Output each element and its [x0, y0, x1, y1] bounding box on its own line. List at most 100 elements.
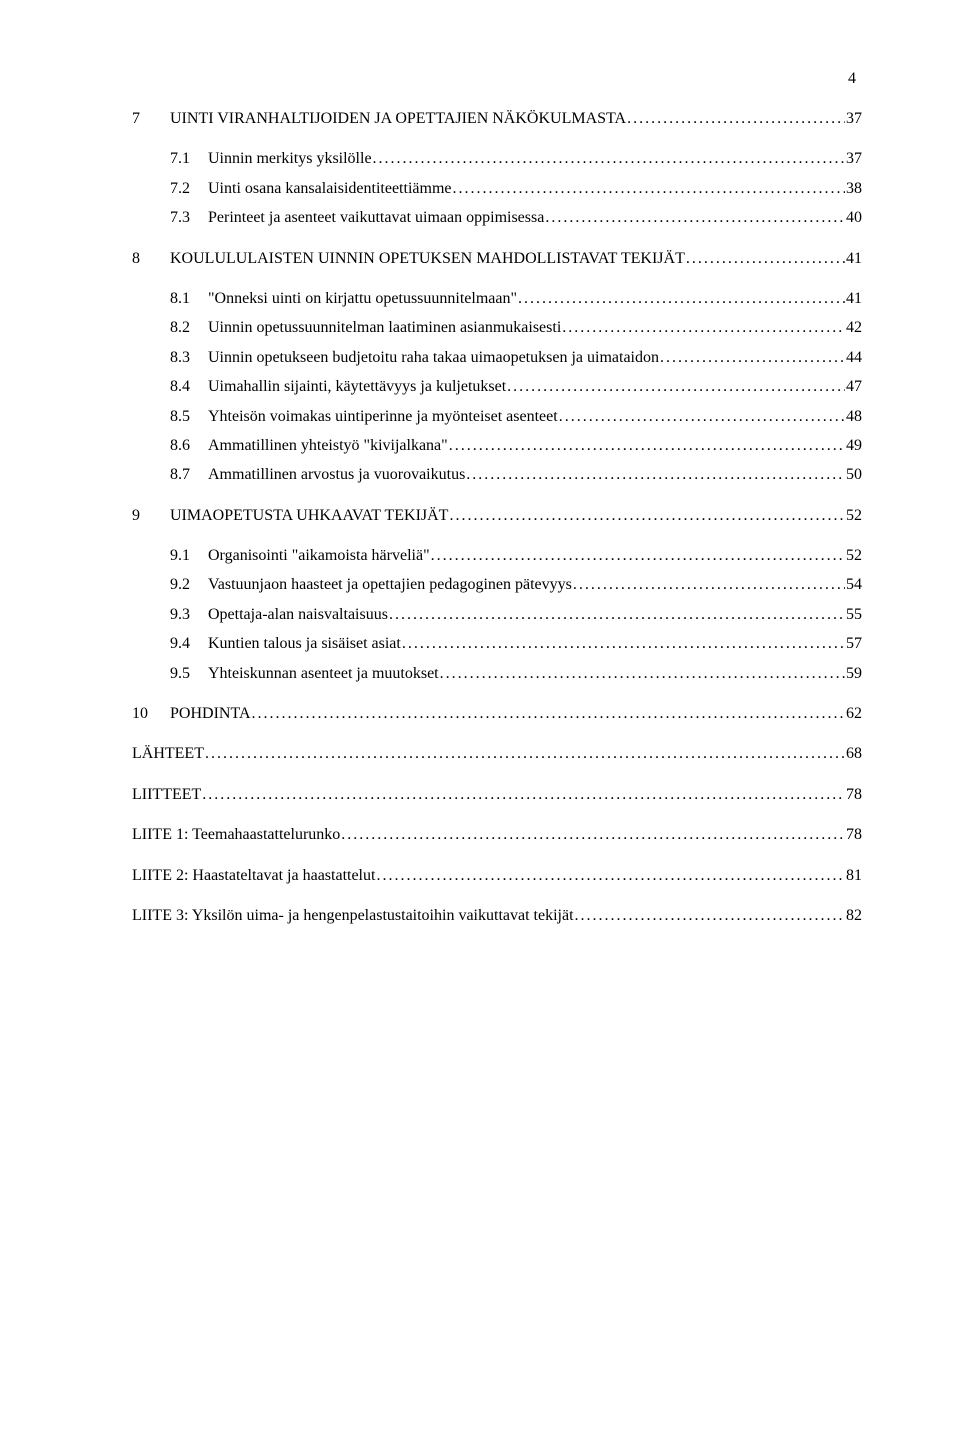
toc-section-title: Ammatillinen yhteistyö "kivijalkana"	[208, 437, 448, 455]
toc-chapter-title: POHDINTA	[170, 705, 251, 723]
toc-entry: 9.5Yhteiskunnan asenteet ja muutokset 59	[132, 665, 862, 683]
toc-page-ref: 50	[846, 466, 862, 484]
toc-page-ref: 82	[846, 907, 862, 925]
toc-entry: 7.2Uinti osana kansalaisidentiteettiämme…	[132, 180, 862, 198]
toc-leader-dots	[686, 250, 845, 268]
toc-leader-dots	[466, 466, 845, 484]
toc-entry: LIITTEET 78	[132, 786, 862, 804]
toc-entry: 9.2Vastuunjaon haasteet ja opettajien pe…	[132, 576, 862, 594]
toc-section-number: 8.4	[170, 378, 208, 396]
toc-entry: 10POHDINTA62	[132, 705, 862, 723]
toc-leader-dots	[575, 907, 845, 925]
toc-chapter-title: UINTI VIRANHALTIJOIDEN JA OPETTAJIEN NÄK…	[170, 110, 626, 128]
toc-section-title: Vastuunjaon haasteet ja opettajien pedag…	[208, 576, 572, 594]
toc-section-number: 7.2	[170, 180, 208, 198]
toc-section-title: "Onneksi uinti on kirjattu opetussuunnit…	[208, 290, 517, 308]
toc-section-title: Yhteisön voimakas uintiperinne ja myönte…	[208, 408, 558, 426]
page-number: 4	[848, 70, 856, 88]
toc-entry: LIITE 1: Teemahaastattelurunko78	[132, 826, 862, 844]
toc-page-ref: 55	[846, 606, 862, 624]
toc-page-ref: 37	[846, 110, 862, 128]
toc-leader-dots	[389, 606, 845, 624]
toc-section-number: 8.7	[170, 466, 208, 484]
toc-page-ref: 54	[846, 576, 862, 594]
toc-page-ref: 52	[846, 507, 862, 525]
toc-section-number: 8.1	[170, 290, 208, 308]
toc-section-title: Uinti osana kansalaisidentiteettiämme	[208, 180, 451, 198]
toc-entry: 9.4Kuntien talous ja sisäiset asiat57	[132, 635, 862, 653]
toc-leader-dots	[518, 290, 845, 308]
toc-section-number: 8.5	[170, 408, 208, 426]
toc-leader-dots	[205, 745, 845, 763]
toc-leader-dots	[507, 378, 845, 396]
toc-entry: 7.3Perinteet ja asenteet vaikuttavat uim…	[132, 209, 862, 227]
toc-entry: 8.5Yhteisön voimakas uintiperinne ja myö…	[132, 408, 862, 426]
toc-page-ref: 59	[846, 665, 862, 683]
toc-leader-dots	[545, 209, 845, 227]
toc-leader-dots	[202, 786, 845, 804]
toc-page-ref: 41	[846, 290, 862, 308]
toc-section-title: Opettaja-alan naisvaltaisuus	[208, 606, 388, 624]
toc-page-ref: 38	[846, 180, 862, 198]
toc-page-ref: 81	[846, 867, 862, 885]
toc-section-number: 7.1	[170, 150, 208, 168]
toc-leader-dots	[431, 547, 845, 565]
toc-page-ref: 40	[846, 209, 862, 227]
toc-entry: 8.6Ammatillinen yhteistyö "kivijalkana"4…	[132, 437, 862, 455]
toc-entry: 8.2Uinnin opetussuunnitelman laatiminen …	[132, 319, 862, 337]
toc-leader-dots	[252, 705, 846, 723]
toc-section-number: 7.3	[170, 209, 208, 227]
toc-entry: 8KOULULULAISTEN UINNIN OPETUKSEN MAHDOLL…	[132, 250, 862, 268]
toc-leader-dots	[449, 437, 845, 455]
toc-leader-dots	[452, 180, 845, 198]
toc-entry: 8.7Ammatillinen arvostus ja vuorovaikutu…	[132, 466, 862, 484]
toc-entry: LÄHTEET68	[132, 745, 862, 763]
toc-leader-dots	[341, 826, 845, 844]
toc-section-number: 9.3	[170, 606, 208, 624]
toc-section-title: Ammatillinen arvostus ja vuorovaikutus	[208, 466, 465, 484]
toc-chapter-number: 7	[132, 110, 170, 128]
toc-leader-dots	[449, 507, 845, 525]
toc-section-title: Perinteet ja asenteet vaikuttavat uimaan…	[208, 209, 544, 227]
toc-page-ref: 47	[846, 378, 862, 396]
toc-section-number: 9.2	[170, 576, 208, 594]
toc-section-number: 8.3	[170, 349, 208, 367]
toc-entry: 9.3Opettaja-alan naisvaltaisuus 55	[132, 606, 862, 624]
toc-entry: 9UIMAOPETUSTA UHKAAVAT TEKIJÄT52	[132, 507, 862, 525]
toc-heading-title: LIITTEET	[132, 786, 201, 804]
toc-entry: 9.1Organisointi "aikamoista härveliä"52	[132, 547, 862, 565]
toc-section-title: Yhteiskunnan asenteet ja muutokset	[208, 665, 439, 683]
toc-leader-dots	[573, 576, 845, 594]
toc-section-number: 8.6	[170, 437, 208, 455]
toc-leader-dots	[562, 319, 845, 337]
toc-entry: 7.1Uinnin merkitys yksilölle 37	[132, 150, 862, 168]
toc-heading-title: LIITE 2: Haastateltavat ja haastattelut	[132, 867, 375, 885]
toc-page-ref: 78	[846, 826, 862, 844]
toc-page-ref: 68	[846, 745, 862, 763]
toc-page-ref: 41	[846, 250, 862, 268]
toc-entry: 8.1"Onneksi uinti on kirjattu opetussuun…	[132, 290, 862, 308]
toc-page-ref: 37	[846, 150, 862, 168]
toc-chapter-number: 10	[132, 705, 170, 723]
toc-page-ref: 57	[846, 635, 862, 653]
toc-page-ref: 78	[846, 786, 862, 804]
toc-chapter-title: KOULULULAISTEN UINNIN OPETUKSEN MAHDOLLI…	[170, 250, 685, 268]
toc-page-ref: 42	[846, 319, 862, 337]
toc-section-number: 8.2	[170, 319, 208, 337]
toc-leader-dots	[627, 110, 845, 128]
toc-leader-dots	[373, 150, 845, 168]
toc-entry: 8.4Uimahallin sijainti, käytettävyys ja …	[132, 378, 862, 396]
toc-heading-title: LIITE 3: Yksilön uima- ja hengenpelastus…	[132, 907, 574, 925]
toc-section-title: Uinnin opetukseen budjetoitu raha takaa …	[208, 349, 659, 367]
toc-chapter-number: 8	[132, 250, 170, 268]
toc-section-number: 9.5	[170, 665, 208, 683]
toc-chapter-title: UIMAOPETUSTA UHKAAVAT TEKIJÄT	[170, 507, 448, 525]
toc-entry: 7UINTI VIRANHALTIJOIDEN JA OPETTAJIEN NÄ…	[132, 110, 862, 128]
toc-leader-dots	[440, 665, 845, 683]
toc-section-number: 9.1	[170, 547, 208, 565]
toc-entry: LIITE 3: Yksilön uima- ja hengenpelastus…	[132, 907, 862, 925]
toc-section-title: Uinnin merkitys yksilölle	[208, 150, 372, 168]
toc-section-title: Uimahallin sijainti, käytettävyys ja kul…	[208, 378, 506, 396]
toc-section-title: Kuntien talous ja sisäiset asiat	[208, 635, 401, 653]
toc-section-title: Organisointi "aikamoista härveliä"	[208, 547, 430, 565]
